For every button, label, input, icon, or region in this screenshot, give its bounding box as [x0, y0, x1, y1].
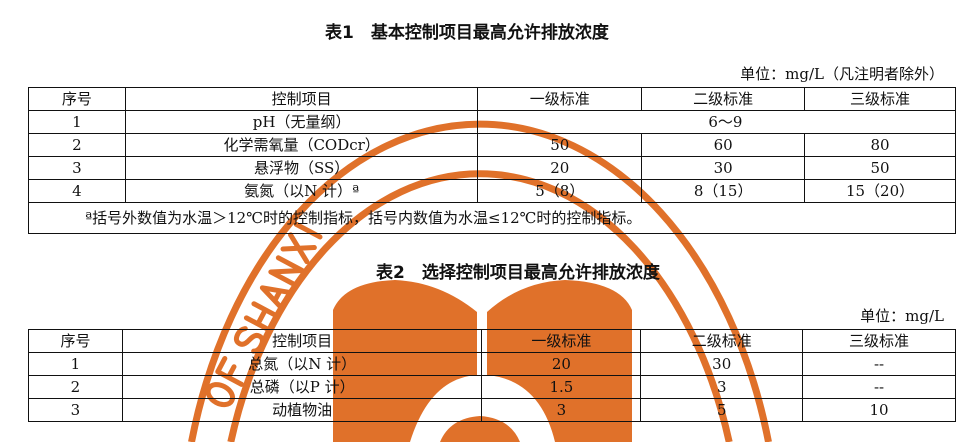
- cell-grade3: 50: [804, 156, 956, 180]
- table-row: 1 总氮（以N 计） 20 30 --: [28, 352, 956, 376]
- cell-no: 4: [28, 179, 126, 203]
- cell-grade2: 30: [640, 352, 804, 376]
- cell-grade2: 3: [640, 375, 804, 399]
- table-footnote: ª括号外数值为水温＞12℃时的控制指标，括号内数值为水温≤12℃时的控制指标。: [28, 202, 956, 234]
- cell-grade1: 5（8）: [477, 179, 643, 203]
- header-cell: 序号: [28, 87, 126, 111]
- table2-unit: 单位：mg/L: [860, 307, 944, 325]
- cell-grade1: 1.5: [481, 375, 642, 399]
- cell-item: 总氮（以N 计）: [121, 352, 483, 376]
- cell-grade3: 10: [802, 398, 956, 422]
- table-row: 1 pH（无量纲） 6～9: [28, 110, 956, 134]
- table1: 序号 控制项目 一级标准 二级标准 三级标准 1 pH（无量纲） 6～9 2 化…: [28, 87, 956, 234]
- table-row: 3 悬浮物（SS） 20 30 50: [28, 156, 956, 180]
- header-cell: 二级标准: [640, 329, 804, 353]
- cell-grade2: 60: [641, 133, 806, 157]
- cell-no: 1: [28, 352, 123, 376]
- header-cell: 控制项目: [121, 329, 483, 353]
- table-header-row: 序号 控制项目 一级标准 二级标准 三级标准: [28, 329, 956, 353]
- cell-item: 氨氮（以N 计）ª: [124, 179, 479, 203]
- cell-item: 动植物油: [121, 398, 483, 422]
- cell-grade2: 8（15）: [641, 179, 806, 203]
- header-cell: 三级标准: [802, 329, 956, 353]
- header-cell: 一级标准: [481, 329, 642, 353]
- table-note-row: ª括号外数值为水温＞12℃时的控制指标，括号内数值为水温≤12℃时的控制指标。: [28, 202, 956, 234]
- cell-no: 3: [28, 398, 123, 422]
- table-row: 2 化学需氧量（CODcr） 50 60 80: [28, 133, 956, 157]
- cell-no: 2: [28, 133, 126, 157]
- cell-grade1: 20: [477, 156, 643, 180]
- header-cell: 控制项目: [124, 87, 479, 111]
- cell-item: 悬浮物（SS）: [124, 156, 479, 180]
- cell-item: 总磷（以P 计）: [121, 375, 483, 399]
- cell-grade3: --: [802, 375, 956, 399]
- header-cell: 一级标准: [477, 87, 643, 111]
- table1-unit: 单位：mg/L（凡注明者除外）: [740, 65, 944, 83]
- table2-title: 表2 选择控制项目最高允许排放浓度: [376, 263, 660, 283]
- cell-grade3: --: [802, 352, 956, 376]
- cell-grade1: 20: [481, 352, 642, 376]
- table2: 序号 控制项目 一级标准 二级标准 三级标准 1 总氮（以N 计） 20 30 …: [28, 329, 956, 422]
- cell-grade1: 3: [481, 398, 642, 422]
- table-row: 2 总磷（以P 计） 1.5 3 --: [28, 375, 956, 399]
- cell-item: pH（无量纲）: [124, 110, 479, 134]
- header-cell: 序号: [28, 329, 123, 353]
- cell-grade3: 15（20）: [804, 179, 956, 203]
- cell-grade2: 5: [640, 398, 804, 422]
- cell-item: 化学需氧量（CODcr）: [124, 133, 479, 157]
- cell-grade3: 80: [804, 133, 956, 157]
- cell-merged-value: 6～9: [477, 110, 956, 134]
- cell-grade1: 50: [477, 133, 643, 157]
- cell-no: 2: [28, 375, 123, 399]
- table-header-row: 序号 控制项目 一级标准 二级标准 三级标准: [28, 87, 956, 111]
- header-cell: 二级标准: [641, 87, 806, 111]
- table-row: 3 动植物油 3 5 10: [28, 398, 956, 422]
- table-row: 4 氨氮（以N 计）ª 5（8） 8（15） 15（20）: [28, 179, 956, 203]
- header-cell: 三级标准: [804, 87, 956, 111]
- table1-title: 表1 基本控制项目最高允许排放浓度: [325, 23, 609, 43]
- cell-no: 1: [28, 110, 126, 134]
- cell-no: 3: [28, 156, 126, 180]
- cell-grade2: 30: [641, 156, 806, 180]
